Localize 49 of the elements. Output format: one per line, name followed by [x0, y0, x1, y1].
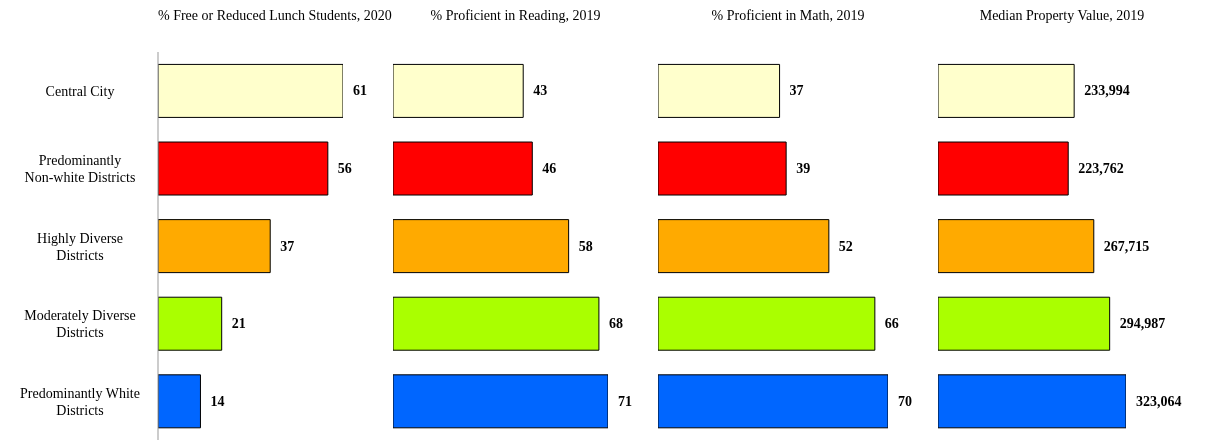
- y-tick-label: Moderately Diverse Districts: [24, 307, 136, 340]
- data-label: 223,762: [1078, 161, 1124, 177]
- bar: [938, 219, 1095, 274]
- bar: [393, 219, 570, 274]
- bar: [938, 63, 1075, 118]
- bar: [393, 141, 533, 196]
- bar: [658, 141, 787, 196]
- y-tick-label: Central City: [45, 83, 115, 99]
- bar: [658, 296, 876, 351]
- data-label: 233,994: [1084, 83, 1130, 99]
- bar: [393, 63, 524, 118]
- data-label: 39: [796, 161, 811, 177]
- y-tick-label: Highly Diverse Districts: [37, 230, 123, 262]
- bar: [393, 296, 600, 351]
- bar: [658, 374, 888, 429]
- y-tick-label: Predominantly White Districts: [20, 385, 140, 418]
- data-label: 46: [542, 161, 557, 177]
- y-tick-label: Predominantly Non-white Districts: [24, 152, 136, 185]
- chart-title: % Proficient in Reading, 2019: [429, 8, 602, 25]
- data-label: 58: [578, 238, 593, 254]
- data-label: 294,987: [1119, 316, 1166, 332]
- data-label: 68: [608, 316, 623, 332]
- bar: [158, 63, 343, 118]
- bar: [393, 374, 608, 429]
- data-label: 43: [533, 83, 548, 99]
- bar: [938, 141, 1069, 196]
- data-label: 37: [789, 83, 804, 99]
- data-label: 66: [884, 316, 899, 332]
- bar: [158, 219, 271, 274]
- bar: [658, 219, 830, 274]
- chart-title: % Free or Reduced Lunch Students, 2020: [157, 8, 393, 25]
- bar: [658, 63, 781, 118]
- bar: [158, 141, 329, 196]
- chart-title: Median Property Value, 2019: [978, 8, 1146, 25]
- data-label: 21: [231, 316, 246, 332]
- data-label: 70: [898, 393, 912, 409]
- data-label: 52: [838, 238, 853, 254]
- data-label: 267,715: [1103, 238, 1150, 254]
- data-label: 71: [618, 393, 632, 409]
- data-label: 56: [337, 161, 352, 177]
- bar: [158, 296, 223, 351]
- bar: [158, 374, 201, 429]
- chart-title: % Proficient in Math, 2019: [710, 8, 866, 25]
- data-label: 14: [210, 393, 225, 409]
- data-label: 61: [353, 83, 367, 99]
- bar: [938, 296, 1111, 351]
- data-label: 323,064: [1136, 393, 1182, 409]
- data-label: 37: [280, 238, 295, 254]
- bar: [938, 374, 1126, 429]
